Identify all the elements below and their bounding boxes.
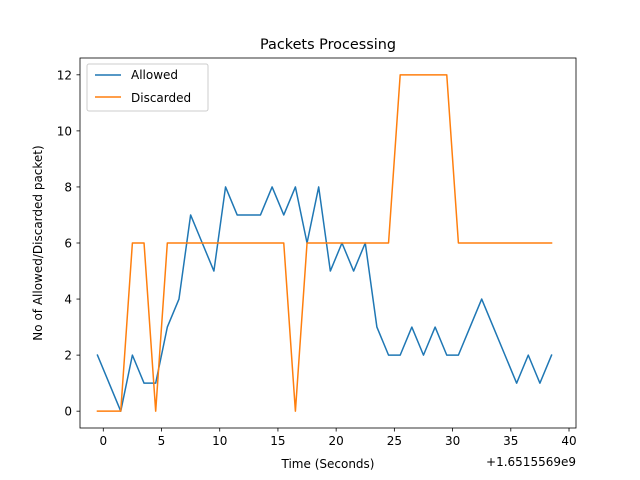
y-tick-label: 0 bbox=[64, 405, 72, 419]
y-tick-label: 10 bbox=[57, 124, 72, 138]
y-tick-label: 6 bbox=[64, 237, 72, 251]
series-line-discarded bbox=[96, 74, 553, 412]
legend: Allowed Discarded bbox=[86, 63, 209, 112]
x-tick-label: 10 bbox=[212, 434, 227, 448]
series-line-allowed bbox=[96, 186, 553, 412]
x-tick-label: 35 bbox=[503, 434, 518, 448]
x-tick-label: 20 bbox=[329, 434, 344, 448]
y-axis-label: No of Allowed/Discarded packet) bbox=[31, 145, 45, 340]
x-axis-label: Time (Seconds) bbox=[281, 457, 375, 471]
x-tick-label: 0 bbox=[99, 434, 107, 448]
legend-label-allowed: Allowed bbox=[131, 68, 178, 82]
chart-title: Packets Processing bbox=[260, 37, 396, 53]
y-tick-label: 12 bbox=[57, 68, 72, 82]
x-tick-label: 30 bbox=[445, 434, 460, 448]
y-tick-label: 4 bbox=[64, 293, 72, 307]
y-tick-label: 8 bbox=[64, 180, 72, 194]
y-axis: 0 2 4 6 8 10 12 bbox=[57, 68, 80, 419]
x-tick-label: 5 bbox=[158, 434, 166, 448]
series-layer bbox=[96, 74, 553, 412]
y-tick-label: 2 bbox=[64, 349, 72, 363]
x-axis: 0 5 10 15 20 25 30 35 40 bbox=[99, 428, 577, 448]
x-offset-label: +1.6515569e9 bbox=[486, 455, 576, 469]
legend-label-discarded: Discarded bbox=[131, 91, 191, 105]
x-tick-label: 25 bbox=[387, 434, 402, 448]
x-tick-label: 40 bbox=[561, 434, 576, 448]
x-tick-label: 15 bbox=[270, 434, 285, 448]
